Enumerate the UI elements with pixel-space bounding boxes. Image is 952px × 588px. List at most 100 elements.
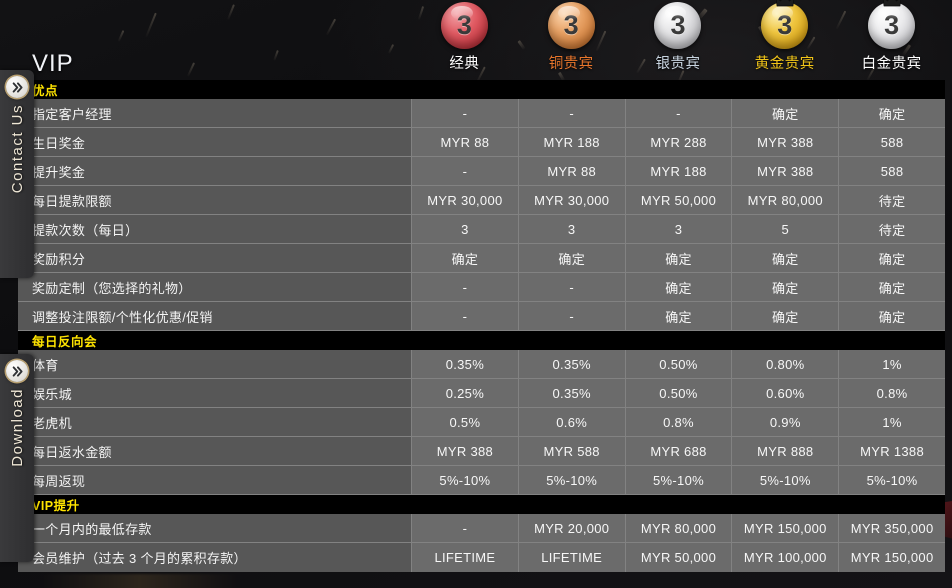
cell-bronze: MYR 30,000 bbox=[517, 186, 625, 214]
table-row: 一个月内的最低存款 - MYR 20,000 MYR 80,000 MYR 150,00… bbox=[18, 514, 945, 543]
cell-platinum: 588 bbox=[838, 157, 945, 185]
tier-column-gold: 3 黄金贵宾 bbox=[731, 0, 838, 80]
cell-platinum: 5%-10% bbox=[838, 466, 945, 494]
cell-classic: 3 bbox=[411, 215, 518, 243]
table-row: 调整投注限额/个性化优惠/促销 - - 确定 确定 确定 bbox=[18, 302, 945, 331]
cell-gold: MYR 388 bbox=[731, 157, 839, 185]
cell-bronze: 0.35% bbox=[517, 379, 625, 407]
tier-badge-classic-icon: 3 bbox=[440, 2, 488, 49]
tier-column-bronze: 3 铜贵宾 bbox=[518, 0, 625, 80]
tier-name-silver: 银贵宾 bbox=[655, 56, 701, 72]
tier-badge-platinum-icon: 3 bbox=[868, 0, 916, 49]
row-label: 生日奖金 bbox=[18, 128, 411, 156]
row-label: 奖励积分 bbox=[18, 244, 411, 272]
table-row: 体育 0.35% 0.35% 0.50% 0.80% 1% bbox=[18, 350, 945, 379]
tier-name-platinum: 白金贵宾 bbox=[861, 56, 922, 72]
cell-bronze: MYR 20,000 bbox=[517, 514, 625, 542]
cell-gold: 0.60% bbox=[731, 379, 839, 407]
tier-badge-number: 3 bbox=[456, 10, 472, 40]
cell-platinum: 确定 bbox=[838, 273, 945, 301]
cell-bronze: 确定 bbox=[517, 244, 625, 272]
cell-classic: MYR 88 bbox=[411, 128, 518, 156]
cell-silver: - bbox=[624, 99, 732, 127]
cell-bronze: MYR 588 bbox=[517, 437, 625, 465]
cell-silver: 3 bbox=[624, 215, 732, 243]
cell-bronze: - bbox=[517, 273, 625, 301]
row-label: 一个月内的最低存款 bbox=[18, 514, 411, 542]
table-row: 提升奖金 - MYR 88 MYR 188 MYR 388 588 bbox=[18, 157, 945, 186]
cell-gold: MYR 150,000 bbox=[731, 514, 839, 542]
table-row: 奖励积分 确定 确定 确定 确定 确定 bbox=[18, 244, 945, 273]
double-chevron-right-icon[interactable] bbox=[6, 360, 28, 382]
cell-silver: 确定 bbox=[624, 244, 732, 272]
cell-platinum: MYR 150,000 bbox=[838, 543, 945, 572]
cell-silver: MYR 50,000 bbox=[624, 543, 732, 572]
cell-gold: 0.9% bbox=[731, 408, 839, 436]
double-chevron-right-icon[interactable] bbox=[6, 76, 28, 98]
cell-platinum: 1% bbox=[838, 350, 945, 378]
cell-classic: 确定 bbox=[411, 244, 518, 272]
cell-platinum: 确定 bbox=[838, 99, 945, 127]
cell-silver: 确定 bbox=[624, 273, 732, 301]
table-row: 娱乐城 0.25% 0.35% 0.50% 0.60% 0.8% bbox=[18, 379, 945, 408]
cell-silver: 5%-10% bbox=[624, 466, 732, 494]
page-title: VIP bbox=[32, 50, 74, 77]
cell-silver: MYR 50,000 bbox=[624, 186, 732, 214]
table-row: 奖励定制（您选择的礼物） - - 确定 确定 确定 bbox=[18, 273, 945, 302]
vip-comparison-table: 优点 指定客户经理 - - - 确定 确定 生日奖金 MYR 88 MYR 188 MYR 288 M… bbox=[18, 80, 945, 572]
tier-column-classic: 3 经典 bbox=[411, 0, 518, 80]
row-label: 每周返现 bbox=[18, 466, 411, 494]
tier-badge-number: 3 bbox=[777, 10, 793, 40]
tier-badge-silver-icon: 3 bbox=[654, 2, 702, 49]
table-row: 每日提款限额 MYR 30,000 MYR 30,000 MYR 50,000 MYR … bbox=[18, 186, 945, 215]
cell-gold: MYR 80,000 bbox=[731, 186, 839, 214]
cell-silver: 0.50% bbox=[624, 379, 732, 407]
cell-gold: 5%-10% bbox=[731, 466, 839, 494]
side-tab-label-contact-us: Contact Us bbox=[8, 104, 26, 194]
row-label: 奖励定制（您选择的礼物） bbox=[18, 273, 411, 301]
cell-platinum: 1% bbox=[838, 408, 945, 436]
cell-gold: MYR 100,000 bbox=[731, 543, 839, 572]
cell-classic: MYR 388 bbox=[411, 437, 518, 465]
cell-platinum: 确定 bbox=[838, 302, 945, 330]
table-row: 每周返现 5%-10% 5%-10% 5%-10% 5%-10% 5%-10% bbox=[18, 466, 945, 495]
cell-classic: - bbox=[411, 302, 518, 330]
cell-bronze: MYR 88 bbox=[517, 157, 625, 185]
cell-silver: MYR 188 bbox=[624, 157, 732, 185]
row-label: 调整投注限额/个性化优惠/促销 bbox=[18, 302, 411, 330]
cell-gold: MYR 888 bbox=[731, 437, 839, 465]
cell-classic: - bbox=[411, 273, 518, 301]
tier-column-silver: 3 银贵宾 bbox=[625, 0, 732, 80]
cell-classic: LIFETIME bbox=[411, 543, 518, 572]
tier-badge-number: 3 bbox=[670, 10, 686, 40]
section-header-benefits: 优点 bbox=[18, 80, 945, 99]
cell-platinum: 确定 bbox=[838, 244, 945, 272]
side-tab-download[interactable]: Download bbox=[0, 354, 34, 562]
cell-classic: 0.5% bbox=[411, 408, 518, 436]
decor-ribbon-bottom bbox=[40, 574, 240, 588]
side-tab-contact-us[interactable]: Contact Us bbox=[0, 70, 34, 278]
cell-bronze: 5%-10% bbox=[517, 466, 625, 494]
table-row: 生日奖金 MYR 88 MYR 188 MYR 288 MYR 388 588 bbox=[18, 128, 945, 157]
cell-gold: 5 bbox=[731, 215, 839, 243]
section-header-daily-rebate: 每日反向会 bbox=[18, 331, 945, 350]
cell-silver: 0.8% bbox=[624, 408, 732, 436]
cell-platinum: 588 bbox=[838, 128, 945, 156]
table-row: 老虎机 0.5% 0.6% 0.8% 0.9% 1% bbox=[18, 408, 945, 437]
row-label: 每日返水金额 bbox=[18, 437, 411, 465]
cell-bronze: 3 bbox=[517, 215, 625, 243]
cell-gold: 0.80% bbox=[731, 350, 839, 378]
cell-platinum: 待定 bbox=[838, 186, 945, 214]
cell-platinum: 待定 bbox=[838, 215, 945, 243]
cell-bronze: - bbox=[517, 99, 625, 127]
cell-gold: 确定 bbox=[731, 302, 839, 330]
cell-gold: 确定 bbox=[731, 99, 839, 127]
cell-classic: - bbox=[411, 157, 518, 185]
table-row: 指定客户经理 - - - 确定 确定 bbox=[18, 99, 945, 128]
row-label: 会员维护（过去 3 个月的累积存款） bbox=[18, 543, 411, 572]
cell-gold: 确定 bbox=[731, 244, 839, 272]
cell-platinum: MYR 350,000 bbox=[838, 514, 945, 542]
cell-silver: MYR 288 bbox=[624, 128, 732, 156]
table-row: 会员维护（过去 3 个月的累积存款） LIFETIME LIFETIME MYR 50… bbox=[18, 543, 945, 572]
